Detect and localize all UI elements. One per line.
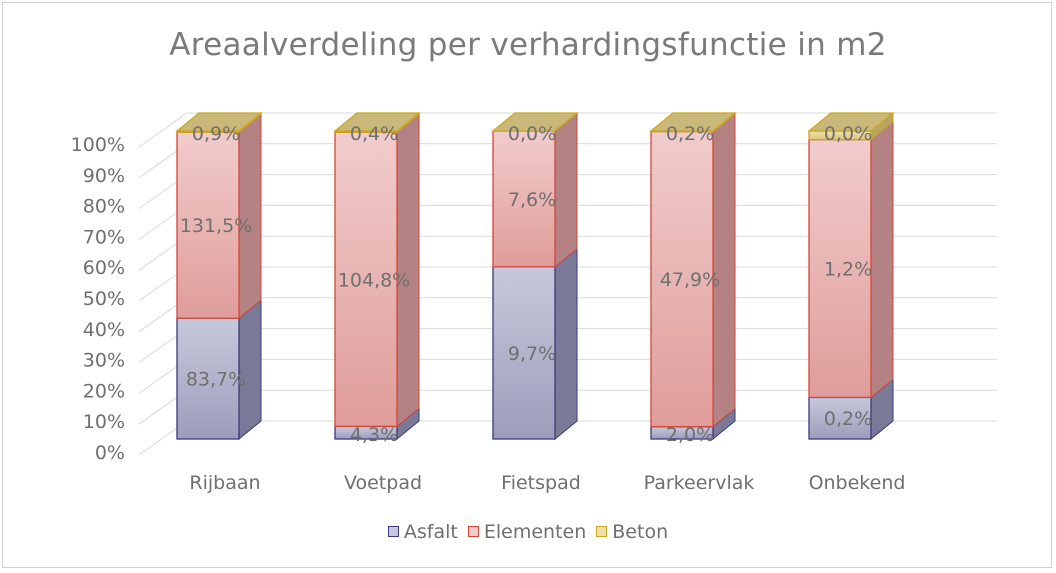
data-label: 104,8% [338, 269, 410, 291]
data-label: 131,5% [180, 215, 252, 237]
legend-swatch [596, 526, 608, 537]
data-label: 0,9% [192, 123, 240, 145]
bar-segment-elementen [808, 120, 894, 399]
data-label: 9,7% [508, 343, 556, 365]
legend-item-beton: Beton [596, 521, 668, 543]
y-tick-label: 20% [83, 380, 125, 402]
y-tick-label: 60% [83, 257, 125, 279]
y-tick-label: 30% [83, 350, 125, 372]
x-category-label: Onbekend [809, 472, 906, 494]
bar-side-face [870, 120, 894, 399]
y-tick-label: 90% [83, 165, 125, 187]
data-label: 7,6% [508, 189, 556, 211]
bar-front-face [808, 138, 872, 399]
bar-segment-beton [175, 111, 263, 134]
y-tick-label: 100% [71, 134, 125, 156]
legend-swatch [467, 526, 479, 537]
bar-front-face [492, 130, 556, 268]
gridline-diagonal [138, 112, 188, 148]
bar-top-face [491, 112, 579, 132]
bar-segment-beton [333, 111, 421, 134]
bar-segment-asfalt [176, 299, 262, 441]
bar-segment-elementen [492, 111, 578, 268]
legend-label: Elementen [483, 520, 587, 543]
chart-title: Areaalverdeling per verhardingsfunctie i… [169, 27, 887, 63]
data-label: 1,2% [824, 259, 872, 281]
x-category-label: Fietspad [501, 472, 581, 494]
bar-front-face [176, 131, 240, 319]
bar-top-face [807, 112, 895, 132]
data-label: 0,2% [824, 408, 872, 430]
bar-segment-elementen [650, 112, 736, 428]
bar-segment-beton [649, 111, 737, 133]
data-label: 0,2% [666, 123, 714, 145]
x-category-label: Parkeervlak [644, 472, 755, 494]
data-label: 47,9% [660, 269, 720, 291]
bar-top-face [649, 112, 737, 132]
bar-front-face [176, 317, 240, 440]
data-label: 2,0% [666, 424, 714, 446]
data-label: 0,0% [508, 123, 556, 145]
bar-front-face [650, 130, 714, 428]
y-tick-label: 80% [83, 196, 125, 218]
bar-front-face [334, 131, 398, 428]
bar-top-face [175, 112, 263, 132]
chart-plot: 0% 10% 20% 30% 40% 50% 60% 70% 80% 90% 100% 83,7% 13… [71, 111, 997, 494]
legend-label: Asfalt [403, 520, 458, 543]
bar-segment-elementen [176, 113, 262, 320]
y-tick-label: 40% [83, 319, 125, 341]
bar-segment-asfalt [334, 407, 420, 441]
legend: Asfalt Elementen Beton [3, 520, 1053, 543]
bar-segment-beton [807, 111, 895, 141]
legend-label: Beton [612, 520, 669, 543]
y-tick-label: 10% [83, 411, 125, 433]
y-tick-label: 0% [95, 442, 125, 464]
x-category-label: Rijbaan [189, 472, 260, 494]
bar-top-face [333, 112, 421, 132]
data-label: 0,4% [350, 123, 398, 145]
bar-front-face [808, 396, 872, 440]
data-label: 4,3% [350, 424, 398, 446]
legend-item-elementen: Elementen [467, 520, 587, 543]
bar-side-face [554, 111, 578, 268]
y-tick-label: 70% [83, 226, 125, 248]
y-tick-label: 50% [83, 288, 125, 310]
legend-item-asfalt: Asfalt [387, 520, 458, 543]
bar-side-face [554, 247, 578, 441]
data-label: 0,0% [824, 123, 872, 145]
x-category-label: Voetpad [344, 472, 422, 494]
data-label: 83,7% [186, 369, 246, 391]
legend-swatch [387, 526, 399, 537]
bar-segment-beton [491, 112, 579, 132]
bar-segment-elementen [334, 113, 420, 428]
